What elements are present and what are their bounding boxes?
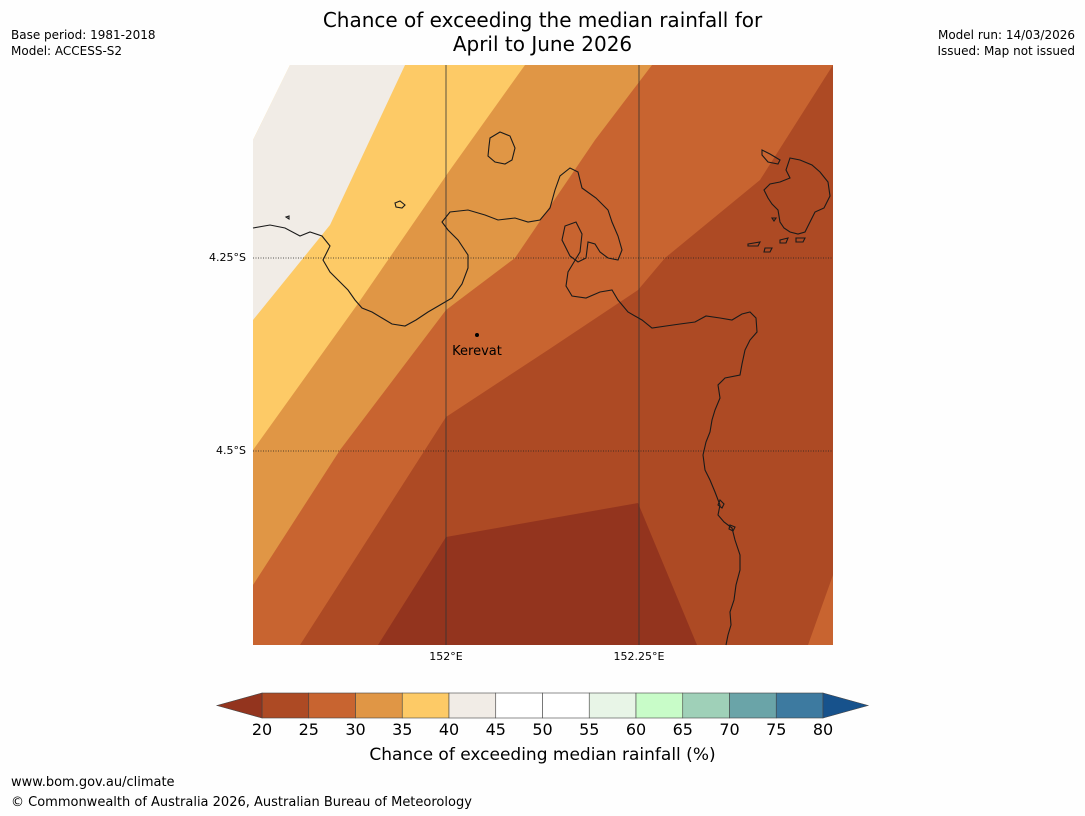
lat-label-4-5: 4.5°S — [216, 444, 246, 457]
colorbar-segment — [448, 692, 497, 719]
base-period: Base period: 1981-2018 — [11, 28, 156, 42]
colorbar-tick-label: 65 — [672, 720, 693, 739]
colorbar-segment — [682, 692, 730, 719]
colorbar-tick-label: 75 — [766, 720, 787, 739]
lon-label-152: 152°E — [429, 650, 463, 663]
colorbar-tick-label: 45 — [485, 720, 506, 739]
colorbar-segment — [775, 692, 824, 719]
colorbar-tick-label: 70 — [719, 720, 740, 739]
colorbar-segment — [729, 692, 777, 719]
colorbar-segment — [542, 692, 590, 719]
town-marker — [475, 333, 479, 337]
colorbar-segment — [495, 692, 543, 719]
colorbar-tick-label: 60 — [625, 720, 647, 739]
band-40-45 — [253, 65, 405, 320]
footer-copyright: © Commonwealth of Australia 2026, Austra… — [11, 795, 472, 810]
town-label: Kerevat — [452, 344, 502, 359]
colorbar — [215, 692, 870, 719]
map-title: Chance of exceeding the median rainfall … — [0, 8, 1085, 56]
no-data-corner — [253, 65, 290, 140]
colorbar-tick-label: 50 — [532, 720, 553, 739]
colorbar-tick-label: 80 — [812, 720, 834, 739]
title-line-2: April to June 2026 — [452, 32, 633, 56]
title-line-1: Chance of exceeding the median rainfall … — [322, 8, 763, 32]
colorbar-tick-label: 40 — [438, 720, 460, 739]
colorbar-extend-high — [822, 692, 870, 719]
meta-left: Base period: 1981-2018 Model: ACCESS-S2 — [11, 27, 156, 59]
colorbar-segment — [261, 692, 310, 719]
colorbar-tick-label: 35 — [392, 720, 413, 739]
colorbar-tick-label: 20 — [251, 720, 273, 739]
lon-label-152-25: 152.25°E — [613, 650, 665, 663]
band-below-20 — [378, 503, 697, 645]
footer-url[interactable]: www.bom.gov.au/climate — [11, 775, 175, 790]
model-name: Model: ACCESS-S2 — [11, 44, 123, 58]
model-run: Model run: 14/03/2026 — [937, 28, 1075, 42]
colorbar-segment — [308, 692, 356, 719]
issued-status: Issued: Map not issued — [937, 44, 1075, 58]
colorbar-extend-low — [215, 692, 263, 719]
colorbar-label: Chance of exceeding median rainfall (%) — [369, 745, 716, 765]
colorbar-tick-label: 25 — [298, 720, 319, 739]
colorbar-tick-label: 55 — [579, 720, 600, 739]
meta-right: Model run: 14/03/2026 Issued: Map not is… — [937, 27, 1075, 59]
colorbar-segment — [635, 692, 684, 719]
band-25-30-se — [808, 575, 833, 645]
colorbar-segment — [355, 692, 403, 719]
colorbar-segment — [401, 692, 450, 719]
colorbar-tick-label: 30 — [345, 720, 366, 739]
colorbar-segment — [588, 692, 637, 719]
rainfall-contours — [253, 65, 833, 645]
lat-label-4-25: 4.25°S — [209, 251, 246, 264]
coastline — [252, 131, 831, 646]
